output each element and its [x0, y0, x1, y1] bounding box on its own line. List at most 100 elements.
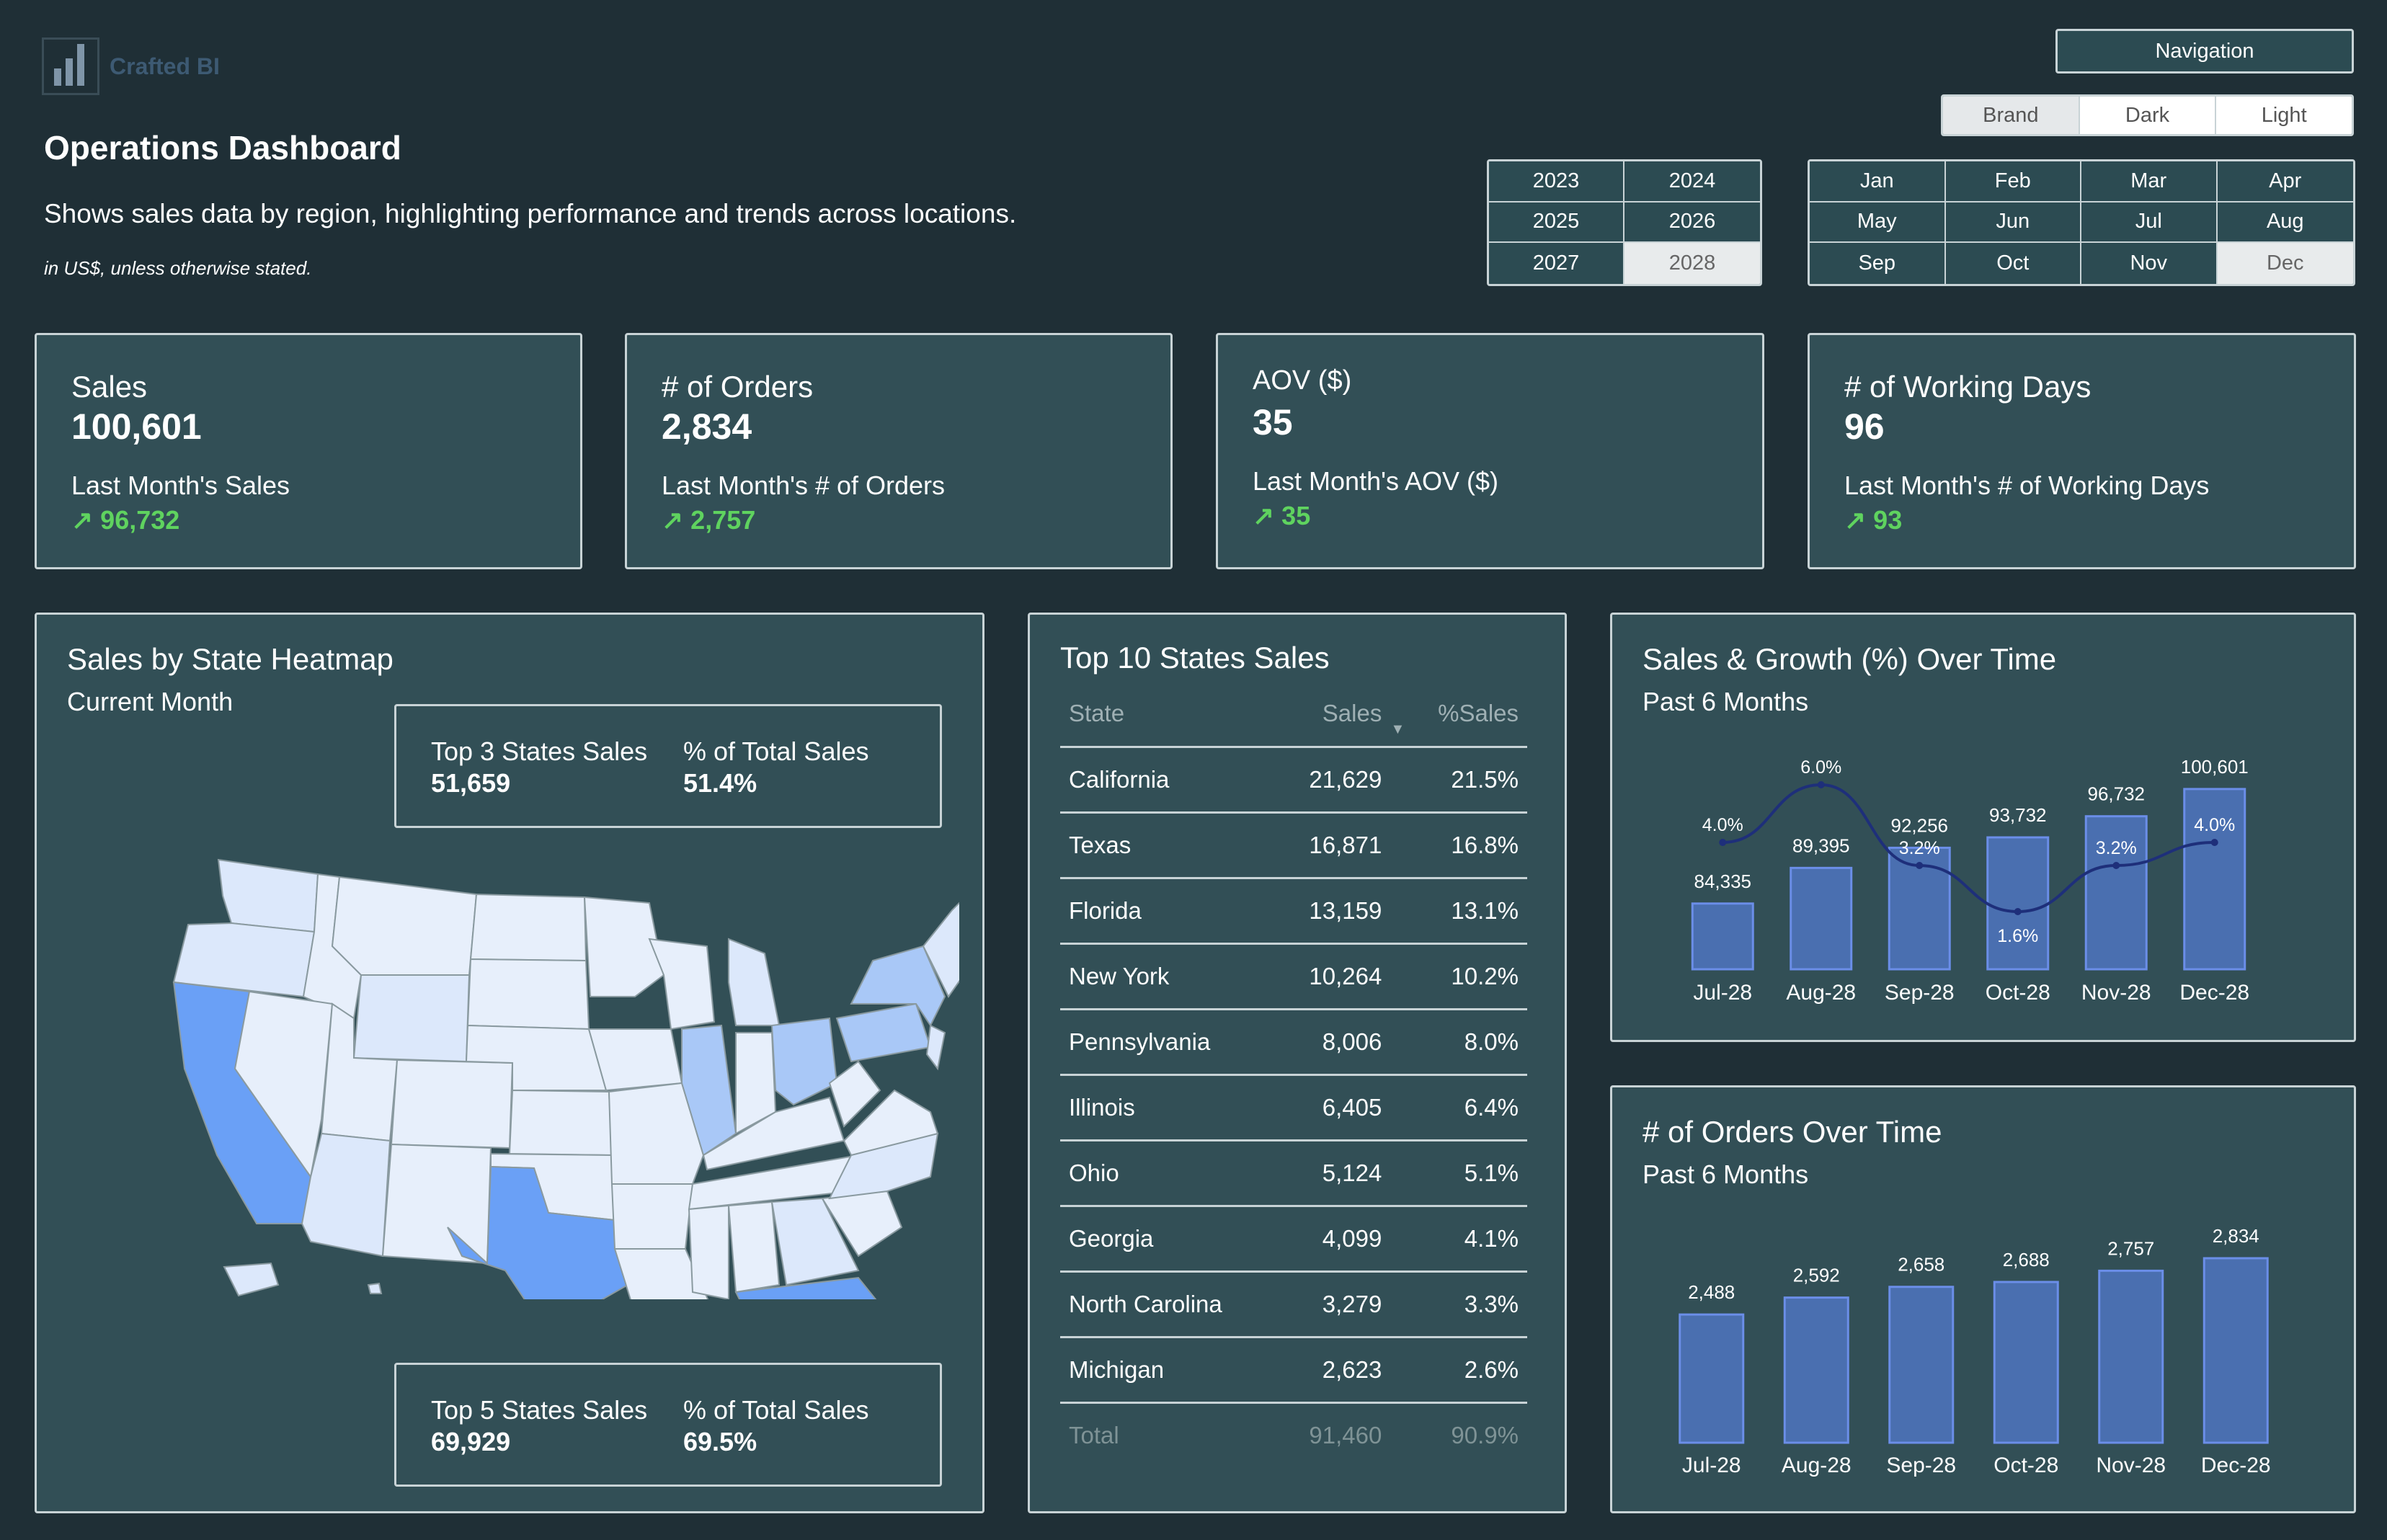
table-row[interactable]: North Carolina 3,279 3.3% [1060, 1271, 1527, 1338]
month-option[interactable]: Apr [2217, 161, 2353, 202]
sales-growth-chart: 84,335 Jul-28 89,395 Aug-28 92,256 Sep-28 93,7… [1691, 756, 2249, 1005]
state-minnesota[interactable] [583, 896, 665, 997]
column-header-state[interactable]: State [1060, 681, 1265, 748]
state-washington[interactable] [217, 858, 319, 933]
year-option[interactable]: 2023 [1489, 161, 1624, 202]
state-alaska[interactable] [223, 1262, 280, 1297]
sales-bar[interactable] [1790, 866, 1853, 971]
state-virginia[interactable] [843, 1089, 939, 1157]
state-ohio[interactable] [770, 1017, 838, 1106]
month-selector: Jan Feb Mar Apr May Jun Jul Aug Sep Oct … [1808, 159, 2355, 286]
state-wyoming[interactable] [352, 974, 471, 1063]
state-pennsylvania[interactable] [835, 1002, 932, 1063]
sales-bar[interactable] [1691, 902, 1754, 971]
table-row[interactable]: Texas 16,871 16.8% [1060, 812, 1527, 879]
state-texas[interactable] [447, 1165, 629, 1299]
month-option[interactable]: Sep [1810, 243, 1946, 284]
state-nevada[interactable] [234, 990, 334, 1179]
state-new-jersey[interactable] [925, 1024, 946, 1071]
us-state-map [172, 858, 959, 1299]
kpi-card-orders: # of Orders 2,834 Last Month's # of Orde… [625, 333, 1173, 569]
state-south-dakota[interactable] [466, 958, 590, 1031]
year-selector: 2023 2024 2025 2026 2027 2028 [1487, 159, 1762, 286]
month-option[interactable]: Aug [2217, 202, 2353, 244]
growth-point[interactable] [1817, 781, 1825, 788]
year-option[interactable]: 2024 [1624, 161, 1760, 202]
top5-pct-value: 69.5% [683, 1427, 757, 1456]
state-louisiana[interactable] [613, 1248, 714, 1299]
state-alabama[interactable] [727, 1201, 781, 1294]
state-kentucky[interactable] [702, 1096, 845, 1171]
orders-bar[interactable] [2098, 1269, 2164, 1444]
state-mississippi[interactable] [688, 1204, 729, 1299]
state-florida[interactable] [734, 1276, 905, 1299]
orders-bar[interactable] [2202, 1257, 2269, 1444]
kpi-value: 2,834 [662, 406, 752, 447]
navigation-button[interactable]: Navigation [2055, 29, 2354, 74]
growth-point[interactable] [2210, 839, 2218, 846]
growth-point[interactable] [1719, 839, 1727, 846]
orders-bar[interactable] [1679, 1313, 1745, 1444]
total-pct: 90.9% [1451, 1422, 1519, 1448]
top5-label: Top 5 States Sales [431, 1395, 648, 1425]
year-option[interactable]: 2027 [1489, 243, 1624, 284]
growth-point[interactable] [2014, 908, 2022, 915]
orders-bar[interactable] [1783, 1296, 1849, 1444]
top3-pct-label: % of Total Sales [683, 736, 869, 766]
orders-bar[interactable] [1993, 1281, 2059, 1444]
state-arkansas[interactable] [610, 1183, 694, 1250]
table-row[interactable]: California 21,629 21.5% [1060, 747, 1527, 814]
growth-point[interactable] [2112, 862, 2120, 869]
table-row[interactable]: Ohio 5,124 5.1% [1060, 1140, 1527, 1207]
panel-subtitle: Past 6 Months [1643, 1160, 1809, 1189]
month-option[interactable]: Oct [1945, 243, 2081, 284]
state-west-virginia[interactable] [828, 1060, 881, 1128]
x-tick-label: Sep-28 [1886, 1454, 1956, 1477]
month-option[interactable]: May [1810, 202, 1946, 244]
kpi-value: 96 [1844, 406, 1885, 447]
column-header-pct-sales[interactable]: %Sales [1390, 681, 1527, 748]
state-new-england[interactable] [922, 881, 959, 998]
state-kansas[interactable] [508, 1089, 613, 1157]
state-michigan[interactable] [728, 938, 781, 1026]
month-option-selected[interactable]: Dec [2217, 243, 2353, 284]
year-option-selected[interactable]: 2028 [1624, 243, 1760, 284]
sales-bar[interactable] [2084, 815, 2148, 971]
state-colorado[interactable] [390, 1059, 514, 1149]
pct-cell: 16.8% [1390, 812, 1527, 879]
sales-cell: 16,871 [1265, 812, 1391, 879]
month-option[interactable]: Feb [1945, 161, 2081, 202]
table-row[interactable]: Pennsylvania 8,006 8.0% [1060, 1009, 1527, 1076]
state-arizona[interactable] [301, 1132, 391, 1258]
theme-option-brand[interactable]: Brand [1943, 97, 2080, 134]
state-missouri[interactable] [608, 1082, 705, 1185]
sales-bar[interactable] [2183, 788, 2246, 971]
table-row[interactable]: New York 10,264 10.2% [1060, 943, 1527, 1010]
table-row[interactable]: Georgia 4,099 4.1% [1060, 1206, 1527, 1273]
table-row[interactable]: Illinois 6,405 6.4% [1060, 1074, 1527, 1141]
state-new-york[interactable] [850, 945, 946, 1027]
column-header-sales[interactable]: Sales ▼ [1265, 681, 1405, 748]
table-row[interactable]: Michigan 2,623 2.6% [1060, 1337, 1527, 1404]
state-north-dakota[interactable] [469, 893, 587, 962]
year-option[interactable]: 2025 [1489, 202, 1624, 244]
state-new-mexico[interactable] [381, 1143, 492, 1265]
month-option[interactable]: Nov [2081, 243, 2218, 284]
theme-option-dark[interactable]: Dark [2079, 97, 2217, 134]
month-option[interactable]: Jan [1810, 161, 1946, 202]
month-option[interactable]: Jun [1945, 202, 2081, 244]
state-montana[interactable] [331, 876, 478, 976]
table-row[interactable]: Florida 13,159 13.1% [1060, 878, 1527, 945]
state-georgia[interactable] [770, 1197, 860, 1286]
theme-option-light[interactable]: Light [2216, 97, 2352, 134]
year-option[interactable]: 2026 [1624, 202, 1760, 244]
orders-bar[interactable] [1888, 1286, 1955, 1444]
state-wisconsin[interactable] [648, 938, 716, 1031]
month-option[interactable]: Jul [2081, 202, 2218, 244]
growth-point[interactable] [1916, 862, 1924, 869]
sales-bar[interactable] [1986, 836, 2050, 971]
state-hawaii[interactable] [367, 1282, 383, 1294]
month-option[interactable]: Mar [2081, 161, 2218, 202]
state-illinois[interactable] [681, 1024, 737, 1157]
pct-cell: 21.5% [1390, 747, 1527, 814]
